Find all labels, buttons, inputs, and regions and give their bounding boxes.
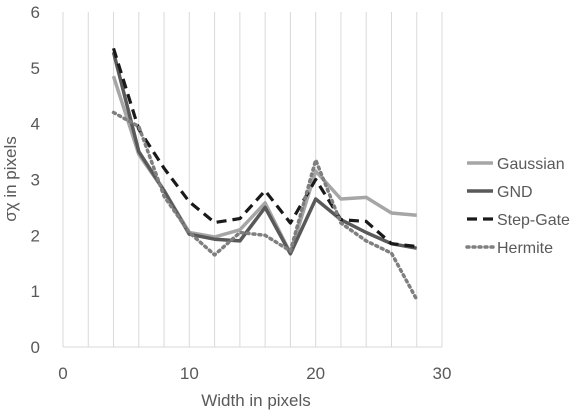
axes xyxy=(62,12,442,348)
grid-lines xyxy=(87,12,443,347)
series-line-hermite xyxy=(111,110,419,302)
y-tick-label: 3 xyxy=(31,171,40,190)
plot-area xyxy=(111,47,419,302)
x-tick-label: 10 xyxy=(180,364,199,383)
legend-label: GND xyxy=(497,184,533,201)
y-tick-label: 6 xyxy=(31,3,40,22)
legend-label: Hermite xyxy=(497,240,553,257)
y-tick-label: 4 xyxy=(31,115,40,134)
legend: Gaussian GND Step-Gate Hermite xyxy=(465,156,570,257)
series-line-step-gate xyxy=(111,47,417,249)
x-axis-title: Width in pixels xyxy=(201,391,311,410)
y-tick-label: 5 xyxy=(31,59,40,78)
tick-labels: 0 10 20 30 0 1 2 3 4 5 6 xyxy=(31,3,452,383)
y-tick-label: 2 xyxy=(31,226,40,245)
y-tick-label: 1 xyxy=(31,282,40,301)
x-tick-label: 0 xyxy=(58,364,67,383)
series-line-gnd xyxy=(111,51,418,256)
x-tick-label: 30 xyxy=(433,364,452,383)
x-tick-label: 20 xyxy=(306,364,325,383)
legend-label: Step-Gate xyxy=(497,212,570,229)
y-tick-label: 0 xyxy=(31,338,40,357)
y-axis-title: σχ in pixels xyxy=(1,136,20,222)
legend-label: Gaussian xyxy=(497,156,565,173)
